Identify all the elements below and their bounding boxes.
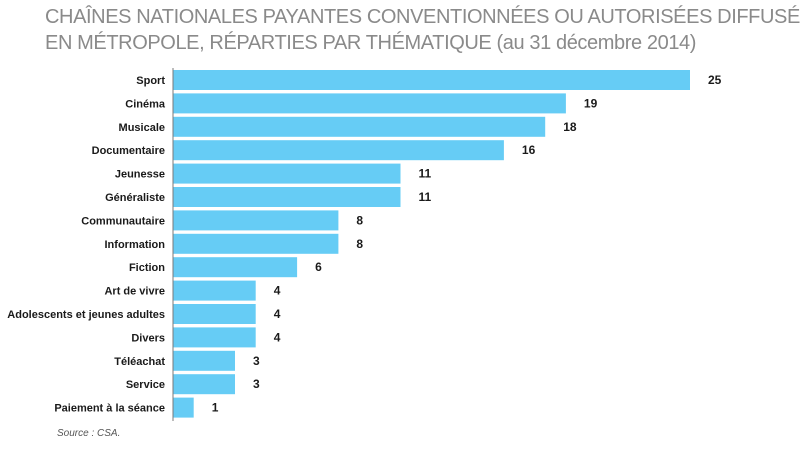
value-label: 18	[563, 120, 577, 134]
bar	[173, 233, 339, 254]
category-label: Service	[126, 379, 165, 391]
category-label: Généraliste	[105, 192, 165, 204]
value-label: 19	[584, 96, 598, 110]
bar	[173, 70, 690, 90]
chart-title-line-1: CHAÎNES NATIONALES PAYANTES CONVENTIONNÉ…	[45, 6, 800, 28]
category-label: Cinéma	[125, 98, 166, 110]
bar	[173, 116, 546, 137]
category-label: Fiction	[129, 262, 165, 274]
bar	[173, 304, 256, 324]
bar	[173, 140, 504, 161]
value-label: 11	[419, 190, 432, 204]
value-label: 4	[274, 307, 281, 321]
value-label: 4	[274, 284, 281, 298]
bar	[173, 280, 256, 301]
bar	[173, 257, 298, 278]
category-label: Divers	[131, 332, 165, 344]
category-label: Musicale	[119, 122, 165, 134]
bar	[173, 397, 194, 418]
category-label: Paiement à la séance	[54, 403, 165, 415]
chart-title-line-2: EN MÉTROPOLE, RÉPARTIES PAR THÉMATIQUE (…	[45, 32, 697, 54]
bar	[173, 327, 256, 348]
value-label: 1	[212, 401, 219, 415]
bar	[173, 210, 339, 231]
category-label: Sport	[136, 75, 165, 87]
value-label: 8	[356, 213, 363, 227]
value-label: 6	[315, 260, 322, 274]
bar	[173, 187, 401, 207]
category-label: Adolescents et jeunes adultes	[7, 309, 165, 321]
value-label: 3	[253, 377, 260, 391]
category-label: Documentaire	[92, 145, 165, 157]
bar	[173, 350, 235, 371]
bar	[173, 374, 235, 395]
bar	[173, 163, 401, 184]
category-label: Information	[105, 239, 166, 251]
source-note: Source : CSA.	[57, 428, 121, 439]
value-label: 8	[356, 237, 363, 251]
category-label: Art de vivre	[104, 286, 165, 298]
value-label: 25	[708, 73, 722, 87]
value-label: 11	[419, 167, 432, 181]
category-label: Jeunesse	[115, 169, 165, 181]
value-label: 3	[253, 354, 260, 368]
category-label: Communautaire	[81, 215, 165, 227]
category-label: Téléachat	[114, 356, 165, 368]
bar	[173, 93, 566, 114]
value-label: 16	[522, 143, 536, 157]
value-label: 4	[274, 330, 281, 344]
